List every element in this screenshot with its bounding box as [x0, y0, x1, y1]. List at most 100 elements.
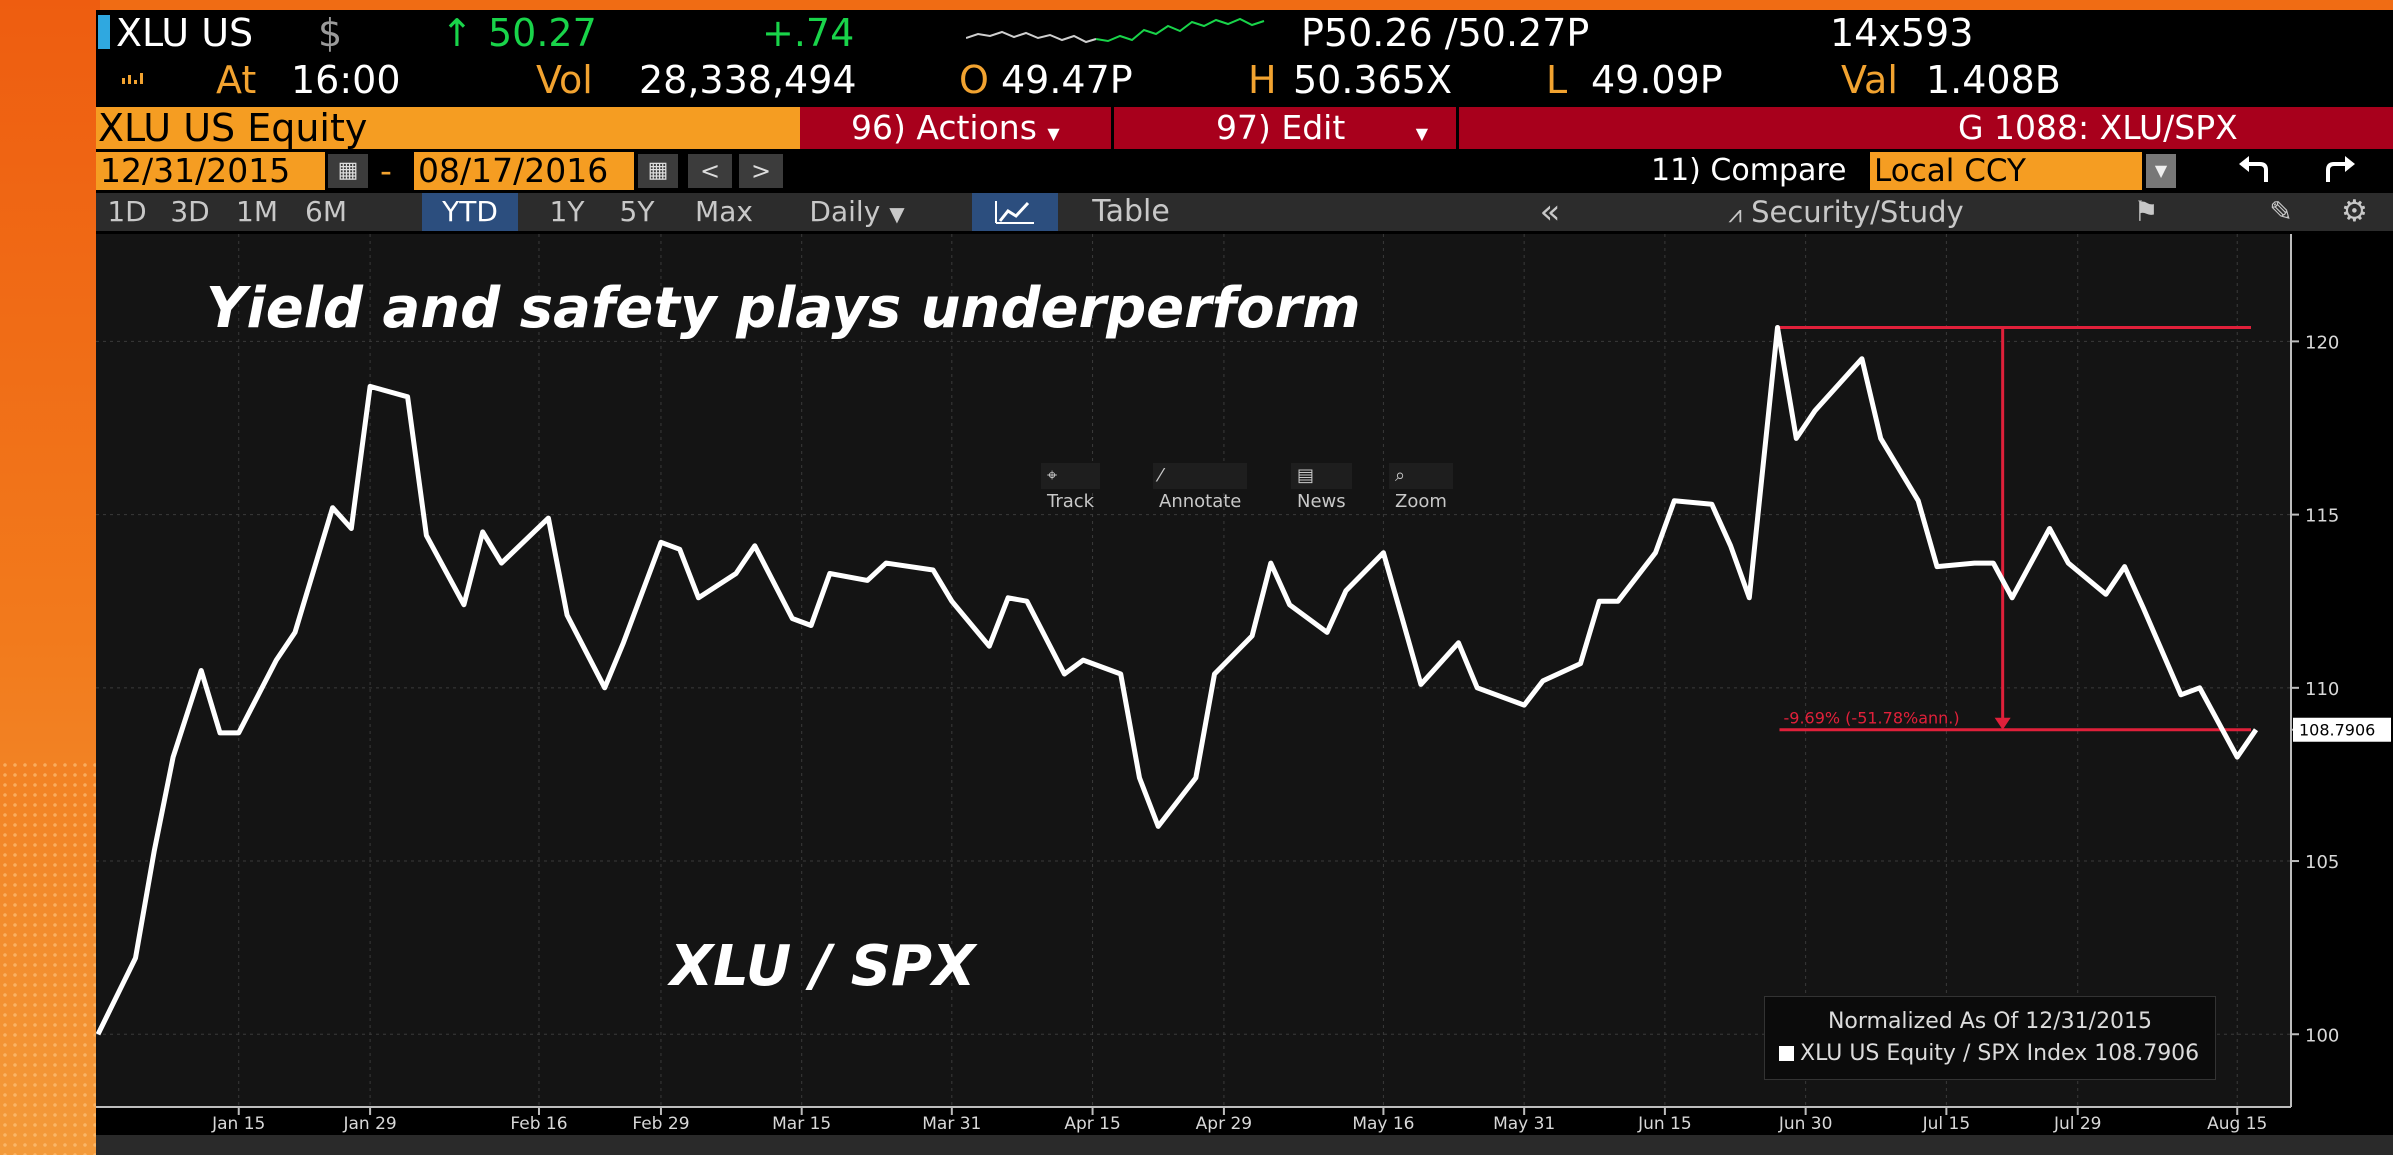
vol-label: Vol: [536, 58, 593, 102]
tab-3d[interactable]: 3D: [170, 195, 210, 228]
line-chart[interactable]: -9.69% (-51.78%ann.) 100 105 110 115 120 108.…: [96, 234, 2393, 1135]
legend-series-label: XLU US Equity / SPX Index 108.7906: [1800, 1041, 2200, 1066]
calendar-icon[interactable]: ▦: [638, 154, 678, 188]
security-bar[interactable]: XLU US Equity: [96, 107, 800, 149]
tab-6m[interactable]: 6M: [305, 195, 347, 228]
track-tool[interactable]: ⌖ Track: [1041, 463, 1101, 512]
legend-swatch: [1779, 1046, 1794, 1061]
tab-ytd[interactable]: YTD: [422, 193, 518, 231]
plot-background: [96, 234, 2291, 1107]
line-chart-icon: [995, 201, 1034, 224]
gear-icon[interactable]: ⚙: [2341, 194, 2368, 229]
x-tick-label: Jun 30: [1778, 1114, 1833, 1134]
low-label: L: [1546, 58, 1568, 102]
tab-1y[interactable]: 1Y: [549, 195, 585, 228]
line-chart-view-button[interactable]: [972, 193, 1058, 231]
redo-icon[interactable]: [2318, 156, 2358, 186]
study-icon: ⩘: [1728, 200, 1742, 228]
bid-ask-prefix: P: [1301, 11, 1324, 55]
low-price: 49.09P: [1591, 58, 1723, 102]
open-price: 49.47P: [1001, 58, 1133, 102]
divider: [1111, 107, 1114, 149]
annotate-label: Annotate: [1159, 491, 1242, 512]
y-tick-label: 115: [2305, 506, 2339, 527]
x-tick-label: May 16: [1352, 1114, 1414, 1134]
date-range-dash: -: [380, 151, 392, 190]
compare-button[interactable]: 11) Compare: [1651, 153, 1847, 188]
collapse-icon[interactable]: «: [1539, 192, 1561, 232]
news-label: News: [1297, 491, 1346, 512]
edit-menu[interactable]: 97) Edit ▼: [1216, 109, 1428, 153]
bid-ask-suffix: P: [1566, 11, 1590, 55]
x-tick-label: Aug 15: [2207, 1114, 2267, 1134]
zoom-tool[interactable]: ⌕ Zoom: [1389, 463, 1453, 512]
val-label: Val: [1841, 58, 1898, 102]
up-arrow-icon: ↑: [441, 11, 473, 55]
start-date-field[interactable]: 12/31/2015: [96, 152, 325, 190]
open-label: O: [959, 58, 989, 102]
bloomberg-terminal: XLU US $ ↑ 50.27 +.74 P50.26 /50.27P 14x…: [96, 10, 2393, 1135]
track-icon: ⌖: [1047, 465, 1058, 486]
chevron-down-icon: ▼: [1415, 124, 1429, 143]
next-period-button[interactable]: >: [739, 154, 783, 188]
x-tick-label: Feb 29: [632, 1114, 689, 1134]
periodicity-label: Daily: [809, 195, 881, 228]
ticker-marker: [98, 15, 110, 49]
series-line-xlu-spx: [96, 325, 2259, 1036]
chevron-down-icon: ▼: [889, 202, 905, 226]
tab-max[interactable]: Max: [695, 195, 753, 228]
legend-series: XLU US Equity / SPX Index 108.7906: [1779, 1041, 2199, 1066]
previous-period-button[interactable]: <: [688, 154, 732, 188]
volume-bars-icon: [122, 73, 143, 84]
x-tick-label: Apr 29: [1196, 1114, 1252, 1134]
tab-1d[interactable]: 1D: [107, 195, 147, 228]
tab-1m[interactable]: 1M: [236, 195, 278, 228]
y-tick-label: 105: [2305, 852, 2339, 873]
end-date-field[interactable]: 08/17/2016: [414, 152, 634, 190]
action-bar: [800, 107, 2393, 149]
track-label: Track: [1047, 491, 1095, 512]
quote-time: 16:00: [291, 58, 401, 102]
high-price: 50.365X: [1293, 58, 1452, 102]
annotate-tool[interactable]: ⁄ Annotate: [1153, 463, 1248, 512]
bid-ask: P50.26 /50.27P: [1301, 12, 1589, 54]
undo-icon[interactable]: [2236, 156, 2276, 186]
chart-area[interactable]: -9.69% (-51.78%ann.) 100 105 110 115 120 108.…: [96, 234, 2393, 1135]
chart-legend[interactable]: Normalized As Of 12/31/2015 XLU US Equit…: [1764, 996, 2216, 1080]
last-value-label: 108.7906: [2299, 721, 2375, 740]
currency-select[interactable]: Local CCY: [1870, 152, 2142, 190]
drawdown-label: -9.69% (-51.78%ann.): [1783, 709, 1959, 728]
drawdown-arrow-head: [1994, 717, 2011, 730]
x-tick-label: Jan 15: [211, 1114, 265, 1134]
news-tool[interactable]: ▤ News: [1291, 463, 1352, 512]
calendar-icon[interactable]: ▦: [328, 154, 368, 188]
flag-icon[interactable]: ⚑: [2133, 195, 2159, 228]
x-tick-label: Jul 29: [2053, 1114, 2102, 1134]
function-code: G 1088: XLU/SPX: [1958, 108, 2238, 147]
volume: 28,338,494: [639, 58, 857, 102]
security-study-button[interactable]: ⩘ Security/Study: [1656, 193, 2036, 231]
news-icon: ▤: [1297, 465, 1315, 486]
actions-menu[interactable]: 96) Actions ▼: [851, 109, 1060, 153]
periodicity-select[interactable]: Daily ▼: [782, 193, 932, 231]
x-axis: Jan 15 Jan 29 Feb 16 Feb 29 Mar 15 Mar 31 Apr …: [211, 1107, 2267, 1134]
sparkline: [966, 17, 1265, 44]
x-tick-label: May 31: [1493, 1114, 1555, 1134]
edit-icon[interactable]: ✎: [2269, 195, 2293, 228]
table-view-button[interactable]: Table: [1092, 194, 1170, 229]
y-tick-label: 120: [2305, 332, 2339, 353]
x-tick-label: Mar 15: [772, 1114, 831, 1134]
ticker[interactable]: XLU US: [116, 11, 254, 55]
tab-5y[interactable]: 5Y: [619, 195, 655, 228]
edit-label: 97) Edit: [1216, 108, 1346, 147]
chevron-down-icon: ▼: [1047, 124, 1060, 143]
actions-label: 96) Actions: [851, 108, 1037, 147]
toolbar: 1D 3D 1M 6M YTD 1Y 5Y Max Daily ▼ Table …: [96, 193, 2393, 231]
high-label: H: [1248, 58, 1277, 102]
gridlines: [96, 234, 2291, 1107]
chevron-down-icon[interactable]: ▼: [2146, 154, 2176, 188]
divider: [1456, 107, 1459, 149]
last-price: 50.27: [488, 11, 597, 55]
y-tick-label: 100: [2305, 1025, 2339, 1046]
bid-ask-value: 50.26 /50.27: [1323, 11, 1567, 55]
